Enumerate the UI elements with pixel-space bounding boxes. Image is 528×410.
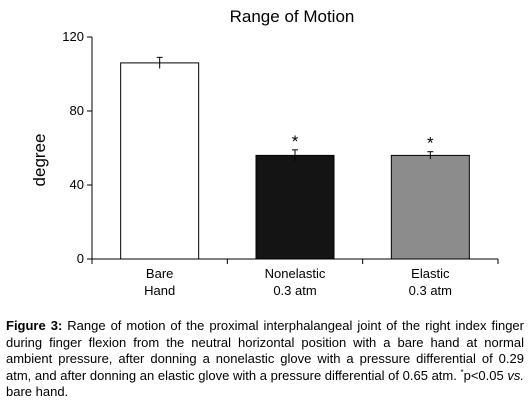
bar xyxy=(120,62,200,260)
bars xyxy=(120,62,470,260)
chart-title: Range of Motion xyxy=(230,7,355,26)
bar xyxy=(255,154,335,260)
bar xyxy=(390,154,470,260)
y-tick-label: 40 xyxy=(70,177,84,192)
x-tick-label: Hand xyxy=(144,283,175,298)
x-tick-label: Elastic xyxy=(411,266,450,281)
x-ticks: Bare Hand Nonelastic 0.3 atm Elastic 0.3 atm xyxy=(91,259,499,298)
y-tick-label: 0 xyxy=(77,251,84,266)
caption-label: Figure 3: xyxy=(6,318,63,333)
x-tick-label: Bare xyxy=(146,266,173,281)
y-ticks: 0 40 80 120 xyxy=(62,29,92,266)
x-tick-label: 0.3 atm xyxy=(409,283,452,298)
caption-text: Range of motion of the proximal interpha… xyxy=(6,318,524,383)
caption-vs: vs. xyxy=(507,367,524,383)
figure-caption: Figure 3: Range of motion of the proxima… xyxy=(6,318,524,401)
y-tick-label: 120 xyxy=(62,29,84,44)
y-axis-label: degree xyxy=(30,134,49,187)
x-tick-label: Nonelastic xyxy=(265,266,326,281)
significance-marker: * xyxy=(292,132,299,151)
x-tick-label: 0.3 atm xyxy=(273,283,316,298)
caption-pvalue: p<0.05 xyxy=(463,367,508,383)
caption-tail: bare hand. xyxy=(6,384,69,399)
error-bars xyxy=(156,56,434,161)
significance-marks: * * xyxy=(292,132,434,153)
y-tick-label: 80 xyxy=(70,103,84,118)
caption-significance-marker: * xyxy=(460,367,464,377)
significance-marker: * xyxy=(427,134,434,153)
